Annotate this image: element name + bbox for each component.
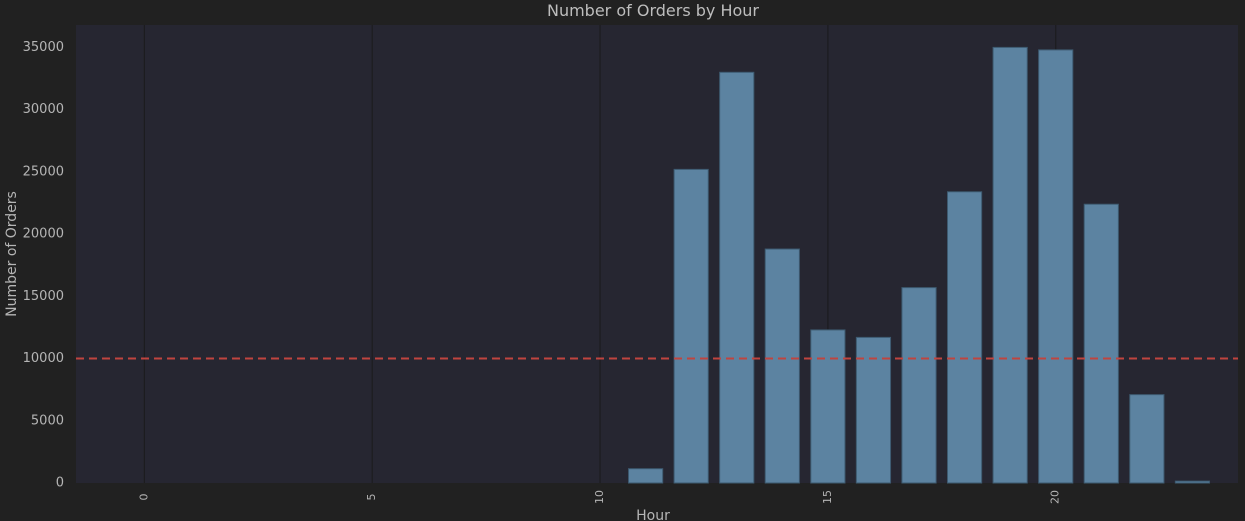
y-axis-ticks: 0 5000 10000 15000 20000 25000 30000 35000 [23, 40, 64, 491]
bar-hour-23 [1174, 480, 1211, 484]
y-axis-title: Number of Orders [4, 191, 20, 317]
bar-hour-11 [628, 468, 664, 484]
x-tick-label-20: 20 [1049, 490, 1062, 504]
x-tick-label-15: 15 [821, 490, 834, 504]
x-axis-ticks: 0 5 10 15 20 [137, 490, 1061, 504]
chart-title: Number of Orders by Hour [547, 1, 759, 20]
bar-hour-21 [1083, 203, 1119, 484]
x-axis-title: Hour [636, 508, 670, 521]
bar-hour-19 [992, 46, 1028, 484]
bar-hour-16 [855, 336, 892, 484]
y-tick-label-30000: 30000 [23, 102, 64, 117]
y-tick-label-0: 0 [56, 476, 64, 491]
bar-hour-20 [1038, 49, 1074, 484]
x-tick-label-5: 5 [365, 494, 378, 501]
bar-hour-12 [673, 168, 709, 484]
bar-hour-22 [1129, 394, 1165, 484]
y-tick-label-25000: 25000 [23, 164, 64, 179]
x-tick-label-10: 10 [593, 490, 606, 504]
y-tick-label-35000: 35000 [23, 40, 64, 55]
y-tick-label-20000: 20000 [23, 227, 64, 242]
y-tick-label-10000: 10000 [23, 351, 64, 366]
y-tick-label-15000: 15000 [23, 289, 64, 304]
bars [628, 46, 1211, 484]
x-tick-label-0: 0 [137, 494, 150, 501]
bar-hour-13 [719, 71, 755, 484]
bar-hour-15 [810, 329, 846, 484]
bar-hour-17 [901, 287, 937, 484]
bar-hour-14 [764, 248, 800, 484]
bar-hour-18 [947, 191, 983, 484]
y-tick-label-5000: 5000 [31, 413, 64, 428]
